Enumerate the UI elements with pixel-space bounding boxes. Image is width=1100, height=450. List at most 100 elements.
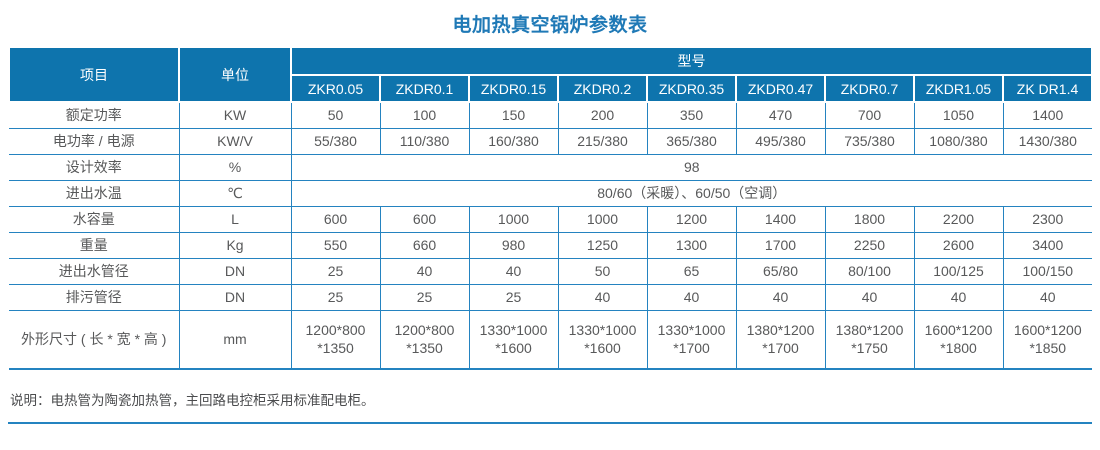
unit-label: Kg [178,232,291,259]
value-cell: 1380*1200 *1750 [824,310,914,370]
span-value-cell: 80/60（采暖）、60/50（空调） [290,180,1093,207]
value-cell: 1400 [1002,102,1093,129]
unit-label: KW [178,102,291,129]
value-cell: 40 [557,284,647,311]
model-header-zkdr0-2: ZKDR0.2 [557,74,648,103]
value-cell: 50 [557,258,647,285]
value-cell: 100 [379,102,469,129]
value-cell: 150 [468,102,558,129]
value-cell: 215/380 [557,128,647,155]
value-cell: 1430/380 [1002,128,1093,155]
value-cell: 40 [735,284,825,311]
model-header-zkdr1-05: ZKDR1.05 [913,74,1004,103]
value-cell: 1000 [468,206,558,233]
value-cell: 660 [379,232,469,259]
value-cell: 1000 [557,206,647,233]
value-cell: 470 [735,102,825,129]
table-row: 外形尺寸 ( 长 * 宽 * 高 ) mm 1200*800 *1350 1200*8… [9,310,1093,370]
value-cell: 550 [290,232,380,259]
column-header-item: 项目 [8,46,180,103]
value-cell: 735/380 [824,128,914,155]
table-row: 进出水管径 DN 25 40 40 50 65 65/80 80/100 100/125 100/1… [9,258,1093,285]
value-cell: 2300 [1002,206,1093,233]
boiler-parameter-table: 项目 单位 型号 ZKR0.05 ZKDR0.1 ZKDR0.15 ZKDR0.2 ZK… [8,46,1094,370]
model-header-zkr0-05: ZKR0.05 [290,74,381,103]
value-cell: 40 [913,284,1003,311]
footnote: 说明：电热管为陶瓷加热管，主回路电控柜采用标准配电柜。 [10,393,375,408]
value-cell: 1200*800 *1350 [379,310,469,370]
value-cell: 25 [290,258,380,285]
value-cell: 1200*800 *1350 [290,310,380,370]
value-cell: 700 [824,102,914,129]
span-value-cell: 98 [290,154,1093,181]
value-cell: 40 [379,258,469,285]
value-cell: 50 [290,102,380,129]
column-header-model-group: 型号 [289,46,1094,76]
value-cell: 100/150 [1002,258,1093,285]
value-cell: 55/380 [290,128,380,155]
unit-label: % [178,154,291,181]
page-title: 电加热真空锅炉参数表 [452,15,648,36]
table-header: 项目 单位 型号 ZKR0.05 ZKDR0.1 ZKDR0.15 ZKDR0.2 ZK… [8,46,1094,103]
table-body: 额定功率 KW 50 100 150 200 350 470 700 1050 1400 电功率 / … [9,102,1093,370]
table-row: 进出水温 ℃ 80/60（采暖）、60/50（空调） [9,180,1093,207]
value-cell: 1700 [735,232,825,259]
value-cell: 40 [824,284,914,311]
value-cell: 980 [468,232,558,259]
table-row: 设计效率% 98 [9,154,1093,181]
value-cell: 2200 [913,206,1003,233]
value-cell: 25 [379,284,469,311]
item-label: 额定功率 [9,102,179,129]
bottom-divider [8,422,1092,424]
column-header-unit: 单位 [178,46,292,103]
model-header-zk-dr1-4: ZK DR1.4 [1001,74,1094,103]
item-label: 水容量 [9,206,179,233]
value-cell: 65/80 [735,258,825,285]
value-cell: 1080/380 [913,128,1003,155]
value-cell: 40 [468,258,558,285]
value-cell: 1330*1000 *1600 [557,310,647,370]
value-cell: 100/125 [913,258,1003,285]
model-header-zkdr0-47: ZKDR0.47 [735,74,826,103]
item-label: 进出水管径 [9,258,179,285]
item-label: 电功率 / 电源 [9,128,179,155]
value-cell: 200 [557,102,647,129]
value-cell: 1330*1000 *1700 [646,310,736,370]
value-cell: 1400 [735,206,825,233]
table-row: 排污管径 DN 25 25 25 40 40 40 40 40 40 [9,284,1093,311]
item-label: 排污管径 [9,284,179,311]
unit-label: KW/V [178,128,291,155]
value-cell: 1800 [824,206,914,233]
item-label: 外形尺寸 ( 长 * 宽 * 高 ) [9,310,179,370]
header-row-models: ZKR0.05 ZKDR0.1 ZKDR0.15 ZKDR0.2 ZKDR0.35 ZKD… [9,74,1094,103]
value-cell: 2600 [913,232,1003,259]
value-cell: 40 [1002,284,1093,311]
unit-label: L [178,206,291,233]
value-cell: 1300 [646,232,736,259]
model-header-zkdr0-35: ZKDR0.35 [646,74,737,103]
table-row: 电功率 / 电源 KW/V 55/380 110/380 160/380 215/380 3… [9,128,1093,155]
header-row-groups: 项目 单位 型号 [8,46,1094,103]
value-cell: 1600*1200 *1850 [1002,310,1093,370]
model-header-zkdr0-15: ZKDR0.15 [468,74,559,103]
value-cell: 1050 [913,102,1003,129]
unit-label: mm [178,310,291,370]
value-cell: 40 [646,284,736,311]
value-cell: 160/380 [468,128,558,155]
value-cell: 25 [290,284,380,311]
unit-label: ℃ [178,180,291,207]
table-row: 重量 Kg 550 660 980 1250 1300 1700 2250 2600 3400 [9,232,1093,259]
item-label: 设计效率 [9,154,179,181]
value-cell: 80/100 [824,258,914,285]
value-cell: 600 [379,206,469,233]
value-cell: 495/380 [735,128,825,155]
model-header-zkdr0-1: ZKDR0.1 [379,74,470,103]
item-label: 进出水温 [9,180,179,207]
value-cell: 1380*1200 *1700 [735,310,825,370]
value-cell: 3400 [1002,232,1093,259]
table-row: 水容量 L 600 600 1000 1000 1200 1400 1800 2200 2300 [9,206,1093,233]
value-cell: 1600*1200 *1800 [913,310,1003,370]
value-cell: 600 [290,206,380,233]
unit-label: DN [178,258,291,285]
value-cell: 1200 [646,206,736,233]
